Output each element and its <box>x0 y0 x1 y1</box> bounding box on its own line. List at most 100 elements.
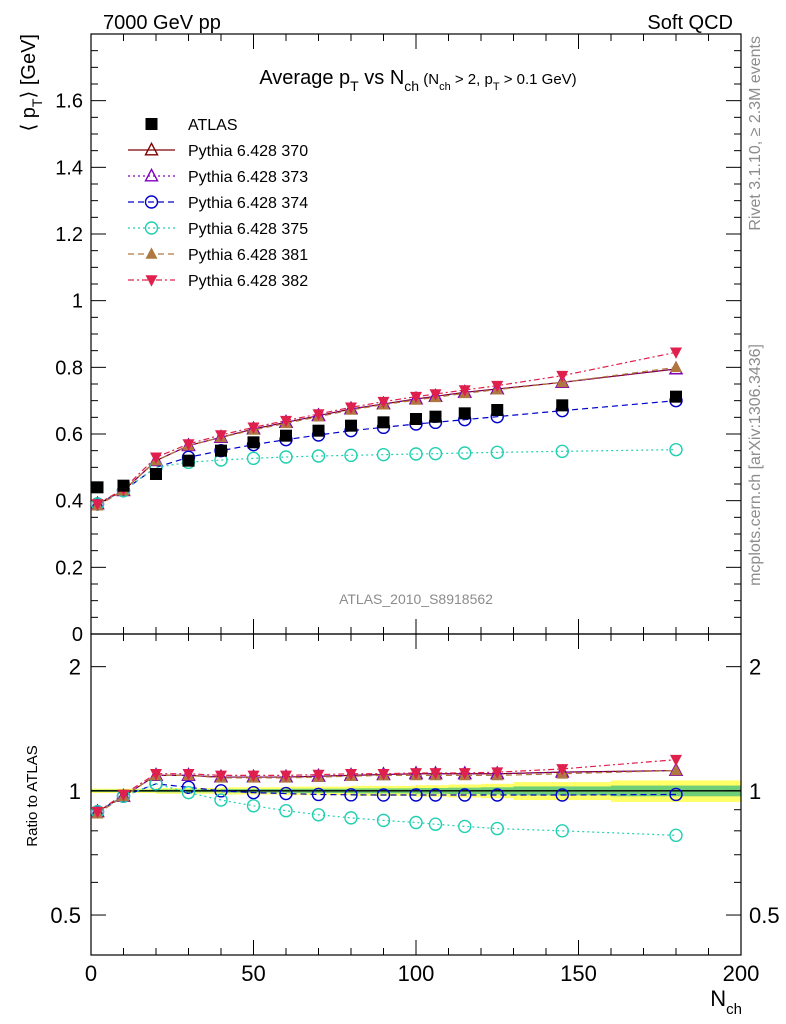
atlas-data-point <box>491 404 504 416</box>
ratio-series-point <box>376 788 391 802</box>
ratio-plot-series <box>90 754 684 843</box>
atlas-data-point <box>91 481 104 494</box>
legend-label: Pythia 6.428 373 <box>188 169 308 186</box>
ratio-series-point <box>181 780 196 794</box>
ratio-series-point <box>458 768 471 780</box>
ratio-series-line <box>97 783 677 813</box>
ratio-series-point <box>458 788 472 802</box>
ratio-series-line <box>97 769 677 813</box>
main-axes: 0 0.2 0.4 0.6 0.8 1 1.2 1.4 1.6 <box>55 33 742 646</box>
atlas-data-point <box>280 429 292 442</box>
main-series-point <box>458 446 472 460</box>
legend-marker <box>145 118 158 130</box>
ratio-series-point <box>428 788 443 802</box>
main-series-line <box>97 449 677 505</box>
legend-label: Pythia 6.428 374 <box>188 195 308 212</box>
ratio-series-point <box>182 768 195 781</box>
ratio-series-point <box>555 788 569 802</box>
main-series-point <box>428 446 443 461</box>
ratio-series-point <box>377 768 390 781</box>
x-tick-label: 50 <box>241 961 265 986</box>
ratio-series-point <box>312 769 325 782</box>
x-tick-label: 0 <box>85 961 97 986</box>
legend: ATLAS Pythia 6.428 370 Pythia 6.428 373 Pyt… <box>128 117 308 290</box>
ratio-series-point <box>214 793 228 807</box>
atlas-data-point <box>247 436 260 449</box>
main-series-point <box>409 447 423 461</box>
ratio-series-point <box>246 785 261 800</box>
header-right-label: Soft QCD <box>647 12 733 34</box>
ratio-series-point <box>428 817 443 831</box>
ratio-series-point <box>670 763 682 776</box>
main-series-point <box>458 385 471 397</box>
legend-label: Pythia 6.428 375 <box>188 221 308 238</box>
mcplots-label: mcplots.cern.ch [arXiv:1306.3436] <box>747 344 764 586</box>
main-series-point <box>410 391 422 404</box>
atlas-data-point <box>429 410 442 423</box>
x-axis-label: Nch <box>710 986 742 1018</box>
main-series-line <box>97 351 677 505</box>
main-series-line <box>97 400 677 505</box>
ratio-series-point <box>491 767 504 779</box>
main-series-point <box>246 451 261 466</box>
atlas-data-point <box>458 407 471 420</box>
x-tick-label: 150 <box>560 961 597 986</box>
legend-marker <box>145 247 158 259</box>
ratio-series-point <box>429 768 442 780</box>
ratio-series-point <box>669 787 683 802</box>
atlas-data-point <box>150 468 162 480</box>
main-series-point <box>555 444 569 459</box>
ratio-y-tick-label-right: 0.5 <box>749 903 780 928</box>
ratio-series-point <box>214 784 228 798</box>
main-series-point <box>182 439 195 451</box>
main-series-point <box>345 402 357 414</box>
ratio-series-point <box>280 770 292 783</box>
ratio-series-point <box>311 787 326 802</box>
ratio-series-point <box>376 813 391 828</box>
main-series-point <box>215 430 227 442</box>
ratio-series-line <box>97 783 677 836</box>
ratio-series-point <box>247 770 260 783</box>
ratio-series-point <box>410 768 422 780</box>
main-y-tick-label: 1 <box>72 291 83 313</box>
ratio-series-point <box>344 811 358 825</box>
ratio-series-point <box>344 788 358 802</box>
atlas-data-point <box>377 416 390 429</box>
atlas-data-point <box>670 390 682 403</box>
atlas-data-point <box>117 479 130 492</box>
main-series-line <box>97 368 677 505</box>
main-series-point <box>247 422 260 434</box>
ratio-series-point <box>91 806 104 819</box>
main-series-point <box>429 389 442 401</box>
main-y-tick-label: 1.2 <box>55 224 83 246</box>
atlas-data-point <box>215 444 227 457</box>
ratio-series-point <box>117 789 130 802</box>
ratio-series-point <box>555 824 569 838</box>
legend-marker <box>144 167 159 182</box>
main-series-point <box>312 409 325 421</box>
ratio-axes: 0.5 1 2 0.5 1 2 0 50 100 150 200 <box>50 633 780 986</box>
ratio-series-point <box>345 768 357 781</box>
main-series-point <box>490 445 504 460</box>
ratio-series-point <box>150 768 162 781</box>
ratio-series-point <box>409 788 423 802</box>
main-series-point <box>280 415 292 428</box>
ratio-series-point <box>181 785 196 800</box>
main-y-tick-label: 1.4 <box>55 157 83 179</box>
ratio-y-tick-label: 0.5 <box>50 903 81 928</box>
main-series-line <box>97 366 677 507</box>
main-series-point <box>670 347 682 359</box>
ratio-series-point <box>279 786 293 801</box>
main-series-point <box>344 448 358 463</box>
legend-marker <box>144 141 159 156</box>
atlas-data-point <box>410 413 422 425</box>
main-series-point <box>670 360 682 373</box>
legend-label: Pythia 6.428 370 <box>188 143 308 160</box>
ratio-series-point <box>490 821 504 836</box>
main-y-tick-label: 1.6 <box>55 91 83 113</box>
main-series-point <box>491 380 504 393</box>
ratio-series-point <box>279 804 293 818</box>
legend-label: ATLAS <box>188 117 238 134</box>
rivet-label: Rivet 3.1.10, ≥ 2.3M events <box>747 36 764 231</box>
